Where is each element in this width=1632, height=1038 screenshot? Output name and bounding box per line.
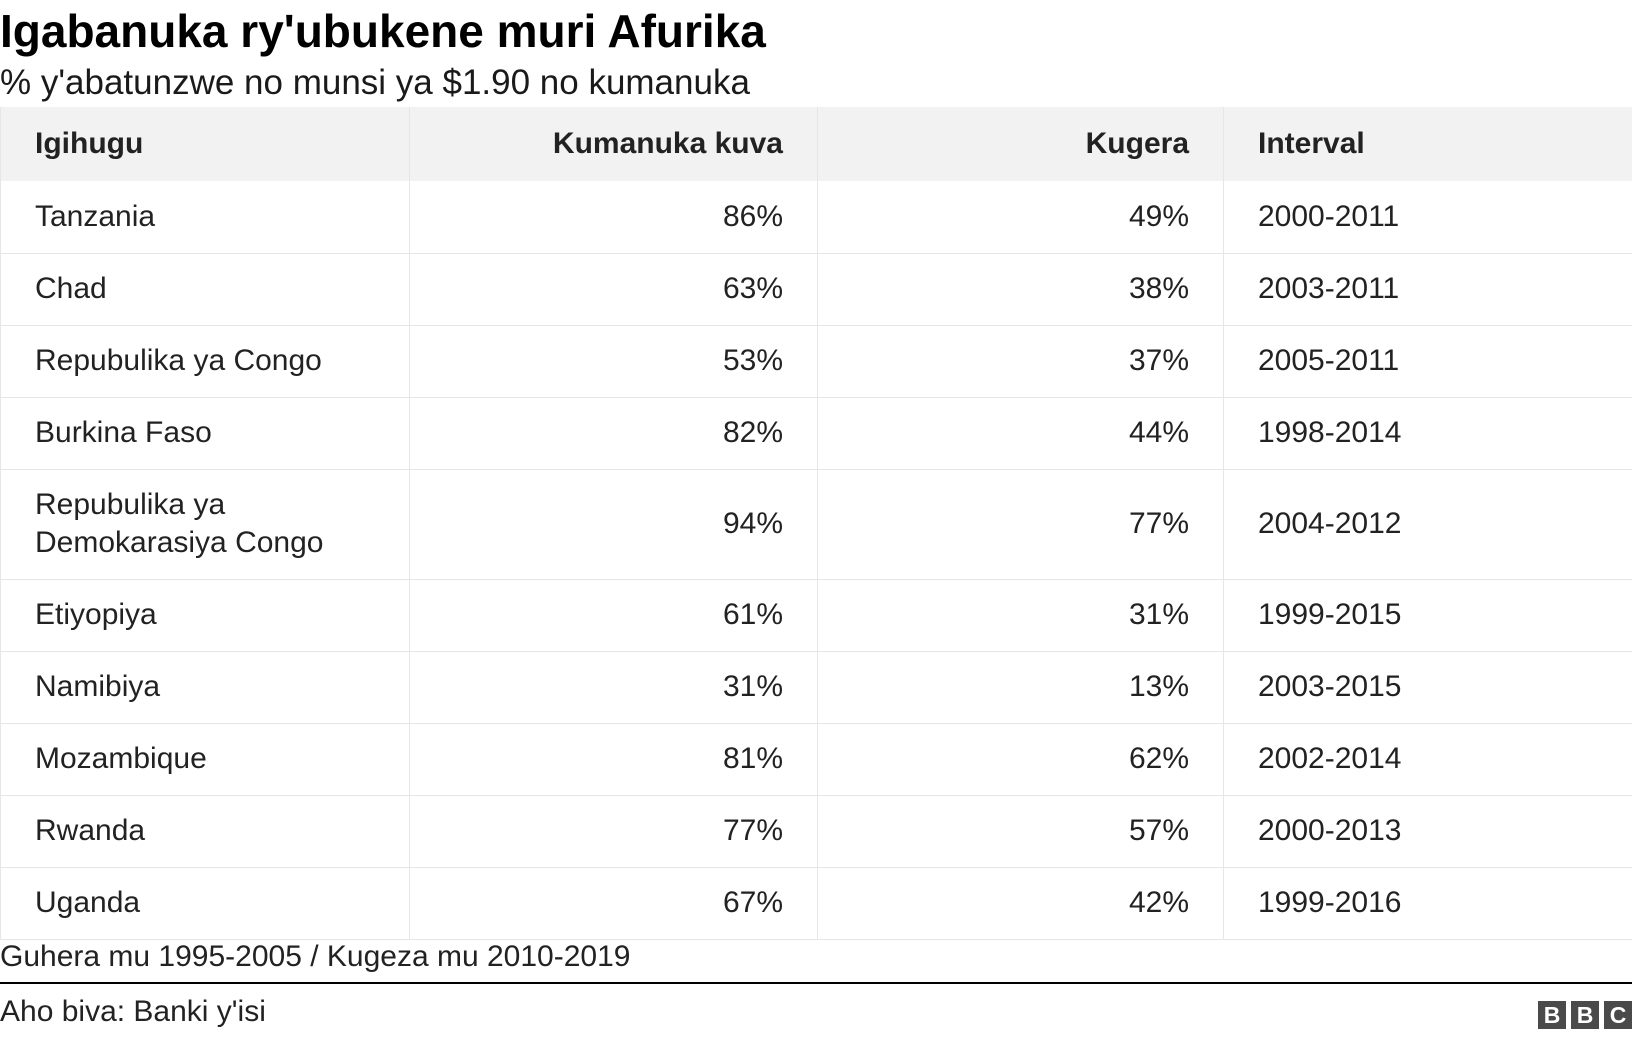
table-row: Chad 63% 38% 2003-2011: [0, 253, 1632, 326]
cell-country: Namibiya: [0, 651, 410, 724]
cell-interval: 1999-2016: [1223, 867, 1632, 940]
cell-to: 13%: [817, 651, 1224, 724]
table-row: Tanzania 86% 49% 2000-2011: [0, 181, 1632, 254]
table-row: Uganda 67% 42% 1999-2016: [0, 867, 1632, 940]
cell-interval: 2005-2011: [1223, 325, 1632, 398]
logo-letter: C: [1604, 1001, 1632, 1029]
table-row: Burkina Faso 82% 44% 1998-2014: [0, 397, 1632, 470]
table-row: Repubulika ya Congo 53% 37% 2005-2011: [0, 325, 1632, 398]
cell-country: Rwanda: [0, 795, 410, 868]
cell-interval: 2000-2011: [1223, 181, 1632, 254]
bbc-logo: B B C: [1538, 1001, 1632, 1029]
cell-country: Uganda: [0, 867, 410, 940]
cell-from: 67%: [409, 867, 818, 940]
cell-to: 31%: [817, 579, 1224, 652]
table-row: Rwanda 77% 57% 2000-2013: [0, 795, 1632, 868]
footer-divider: [0, 982, 1632, 984]
column-header-to: Kugera: [817, 107, 1224, 181]
cell-interval: 1999-2015: [1223, 579, 1632, 652]
column-header-interval: Interval: [1223, 107, 1632, 181]
cell-to: 77%: [817, 469, 1224, 580]
cell-interval: 1998-2014: [1223, 397, 1632, 470]
cell-interval: 2003-2015: [1223, 651, 1632, 724]
cell-to: 62%: [817, 723, 1224, 796]
cell-from: 81%: [409, 723, 818, 796]
cell-interval: 2004-2012: [1223, 469, 1632, 580]
cell-to: 49%: [817, 181, 1224, 254]
logo-letter: B: [1571, 1001, 1599, 1029]
table-row: Etiyopiya 61% 31% 1999-2015: [0, 579, 1632, 652]
cell-country: Repubulika ya Congo: [0, 325, 410, 398]
cell-from: 31%: [409, 651, 818, 724]
cell-country: Etiyopiya: [0, 579, 410, 652]
cell-country: Tanzania: [0, 181, 410, 254]
cell-interval: 2002-2014: [1223, 723, 1632, 796]
footnote: Guhera mu 1995-2005 / Kugeza mu 2010-201…: [0, 940, 631, 973]
data-table: Igihugu Kumanuka kuva Kugera Interval Ta…: [0, 107, 1632, 940]
cell-to: 42%: [817, 867, 1224, 940]
table-row: Namibiya 31% 13% 2003-2015: [0, 651, 1632, 724]
cell-country: Chad: [0, 253, 410, 326]
cell-country: Repubulika ya Demokarasiya Congo: [0, 469, 410, 580]
cell-from: 77%: [409, 795, 818, 868]
source-text: Aho biva: Banki y'isi: [0, 995, 266, 1028]
data-table-container: Igihugu Kumanuka kuva Kugera Interval Ta…: [0, 107, 1632, 940]
chart-subtitle: % y'abatunzwe no munsi ya $1.90 no kuman…: [0, 63, 750, 102]
cell-country: Burkina Faso: [0, 397, 410, 470]
cell-from: 82%: [409, 397, 818, 470]
cell-interval: 2003-2011: [1223, 253, 1632, 326]
cell-from: 94%: [409, 469, 818, 580]
cell-to: 37%: [817, 325, 1224, 398]
table-header-row: Igihugu Kumanuka kuva Kugera Interval: [0, 107, 1632, 181]
column-header-from: Kumanuka kuva: [409, 107, 818, 181]
cell-from: 61%: [409, 579, 818, 652]
table-row: Repubulika ya Demokarasiya Congo 94% 77%…: [0, 469, 1632, 580]
chart-title: Igabanuka ry'ubukene muri Afurika: [0, 5, 766, 57]
cell-to: 57%: [817, 795, 1224, 868]
cell-from: 86%: [409, 181, 818, 254]
cell-interval: 2000-2013: [1223, 795, 1632, 868]
cell-from: 53%: [409, 325, 818, 398]
cell-to: 44%: [817, 397, 1224, 470]
cell-from: 63%: [409, 253, 818, 326]
logo-letter: B: [1538, 1001, 1566, 1029]
column-header-country: Igihugu: [0, 107, 410, 181]
cell-country: Mozambique: [0, 723, 410, 796]
table-row: Mozambique 81% 62% 2002-2014: [0, 723, 1632, 796]
cell-to: 38%: [817, 253, 1224, 326]
